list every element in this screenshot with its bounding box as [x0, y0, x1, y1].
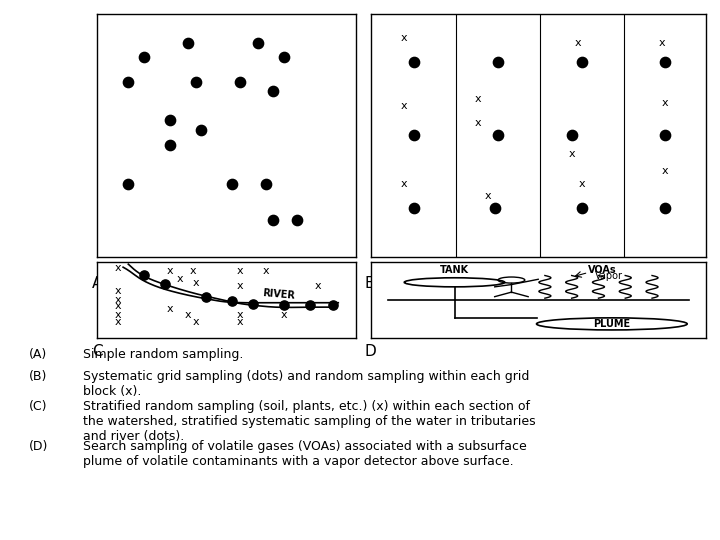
- Text: x: x: [192, 318, 199, 327]
- Point: [489, 204, 500, 212]
- Point: [660, 131, 671, 139]
- Point: [304, 301, 315, 309]
- Text: B: B: [364, 276, 374, 291]
- Text: x: x: [184, 310, 192, 320]
- Text: x: x: [236, 266, 243, 276]
- Point: [328, 301, 339, 309]
- Text: PLUME: PLUME: [593, 319, 631, 329]
- Text: x: x: [177, 274, 184, 284]
- Point: [200, 292, 212, 301]
- Point: [660, 204, 671, 212]
- Text: Simple random sampling.: Simple random sampling.: [83, 348, 243, 361]
- Text: x: x: [114, 301, 121, 310]
- Point: [408, 131, 420, 139]
- Point: [226, 297, 238, 306]
- Text: x: x: [314, 281, 321, 291]
- Point: [492, 58, 504, 66]
- Text: x: x: [401, 179, 408, 188]
- Point: [278, 53, 289, 62]
- Text: x: x: [166, 304, 173, 314]
- Text: x: x: [114, 295, 121, 305]
- Point: [226, 179, 238, 188]
- Text: x: x: [114, 310, 121, 320]
- Text: x: x: [485, 191, 491, 201]
- Text: Vapor: Vapor: [595, 271, 623, 280]
- Text: x: x: [190, 266, 197, 276]
- Point: [234, 77, 246, 86]
- Text: x: x: [236, 318, 243, 327]
- Text: x: x: [568, 150, 575, 159]
- Text: x: x: [236, 281, 243, 291]
- Point: [566, 131, 577, 139]
- Text: x: x: [166, 266, 173, 276]
- Text: (A): (A): [29, 348, 47, 361]
- Point: [164, 116, 176, 125]
- Text: x: x: [578, 179, 585, 188]
- Text: (B): (B): [29, 370, 48, 383]
- Point: [576, 58, 588, 66]
- Point: [492, 131, 504, 139]
- Point: [182, 38, 194, 47]
- Point: [268, 87, 279, 96]
- Text: (C): (C): [29, 400, 48, 413]
- Text: RIVER: RIVER: [262, 288, 295, 301]
- Text: x: x: [281, 310, 287, 320]
- Point: [278, 301, 289, 309]
- Point: [122, 77, 134, 86]
- Point: [138, 271, 150, 279]
- Point: [247, 300, 258, 308]
- Text: x: x: [575, 38, 582, 48]
- Point: [291, 215, 302, 225]
- Text: x: x: [114, 263, 121, 273]
- Point: [122, 179, 134, 188]
- Text: x: x: [236, 310, 243, 320]
- Text: A: A: [92, 276, 102, 291]
- Point: [252, 38, 264, 47]
- Text: x: x: [262, 266, 269, 276]
- Text: VOAs: VOAs: [588, 265, 617, 275]
- Text: (D): (D): [29, 440, 48, 453]
- Text: x: x: [401, 33, 408, 43]
- Text: x: x: [474, 93, 481, 104]
- Point: [190, 77, 202, 86]
- Point: [408, 58, 420, 66]
- Text: C: C: [92, 343, 103, 359]
- Point: [159, 280, 171, 288]
- Text: D: D: [364, 343, 376, 359]
- Text: Stratified random sampling (soil, plants, etc.) (x) within each section of
the w: Stratified random sampling (soil, plants…: [83, 400, 536, 443]
- Text: x: x: [662, 166, 669, 177]
- Point: [576, 204, 588, 212]
- Text: Systematic grid sampling (dots) and random sampling within each grid
block (x).: Systematic grid sampling (dots) and rand…: [83, 370, 529, 398]
- Point: [260, 179, 271, 188]
- Text: TANK: TANK: [440, 265, 469, 275]
- Point: [138, 53, 150, 62]
- Point: [660, 58, 671, 66]
- Point: [195, 126, 207, 134]
- Text: x: x: [662, 98, 669, 109]
- Point: [164, 140, 176, 149]
- Text: x: x: [659, 38, 665, 48]
- Text: x: x: [474, 118, 481, 128]
- Point: [268, 215, 279, 225]
- Text: x: x: [114, 318, 121, 327]
- Text: Search sampling of volatile gases (VOAs) associated with a subsurface
plume of v: Search sampling of volatile gases (VOAs)…: [83, 440, 526, 468]
- Text: x: x: [114, 286, 121, 295]
- Text: x: x: [401, 101, 408, 111]
- Point: [408, 204, 420, 212]
- Text: x: x: [192, 278, 199, 288]
